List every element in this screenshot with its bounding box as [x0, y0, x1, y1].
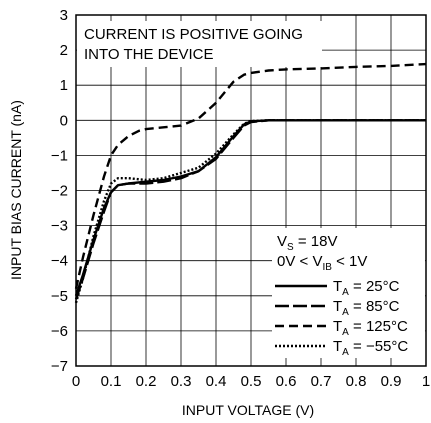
series-line — [74, 62, 427, 290]
plot-frame — [75, 14, 427, 367]
series-lines — [74, 62, 427, 304]
x-tick-label: 0.1 — [101, 373, 122, 390]
y-tick-label: 3 — [60, 7, 68, 24]
series-line — [74, 119, 426, 304]
legend-label: TA = 85°C — [333, 298, 400, 318]
legend-label: TA = 25°C — [333, 278, 400, 298]
y-tick-label: −6 — [51, 323, 68, 340]
annotation-line-1: CURRENT IS POSITIVE GOING — [84, 26, 303, 43]
legend-label: TA = 125°C — [333, 318, 408, 338]
grid — [76, 15, 426, 366]
condition-supply: VS = 18V — [277, 233, 337, 253]
x-tick-label: 0.2 — [136, 373, 157, 390]
legend-background — [272, 228, 425, 358]
x-tick-label: 0.6 — [276, 373, 297, 390]
x-tick-label: 0.9 — [381, 373, 402, 390]
x-tick-labels: 0 0.1 0.2 0.3 0.4 0.5 0.6 0.7 0.8 0.9 1 — [72, 373, 430, 390]
legend: TA = 25°CTA = 85°CTA = 125°CTA = −55°C — [275, 278, 408, 358]
x-tick-label: 0.4 — [206, 373, 227, 390]
x-tick-label: 1 — [422, 373, 430, 390]
x-axis-title: INPUT VOLTAGE (V) — [182, 402, 314, 418]
x-tick-label: 0.3 — [171, 373, 192, 390]
y-tick-label: −3 — [51, 218, 68, 235]
y-tick-label: 1 — [60, 77, 68, 94]
y-tick-label: −2 — [51, 183, 68, 200]
x-tick-label: 0.8 — [346, 373, 367, 390]
y-tick-labels: 3 2 1 0 −1 −2 −3 −4 −5 −6 −7 — [51, 7, 68, 375]
y-tick-label: −5 — [51, 288, 68, 305]
x-tick-label: 0 — [72, 373, 80, 390]
annotation-line-2: INTO THE DEVICE — [84, 46, 213, 63]
y-axis-title: INPUT BIAS CURRENT (nA) — [8, 100, 24, 280]
y-tick-label: −4 — [51, 253, 68, 270]
condition-input-range: 0V < VIB < 1V — [277, 253, 367, 273]
y-tick-label: −7 — [51, 358, 68, 375]
y-tick-label: 0 — [60, 112, 68, 129]
x-tick-label: 0.5 — [241, 373, 262, 390]
y-tick-label: 2 — [60, 42, 68, 59]
legend-label: TA = −55°C — [333, 338, 408, 358]
annotation-background — [77, 21, 322, 67]
y-tick-label: −1 — [51, 147, 68, 164]
x-tick-label: 0.7 — [311, 373, 332, 390]
